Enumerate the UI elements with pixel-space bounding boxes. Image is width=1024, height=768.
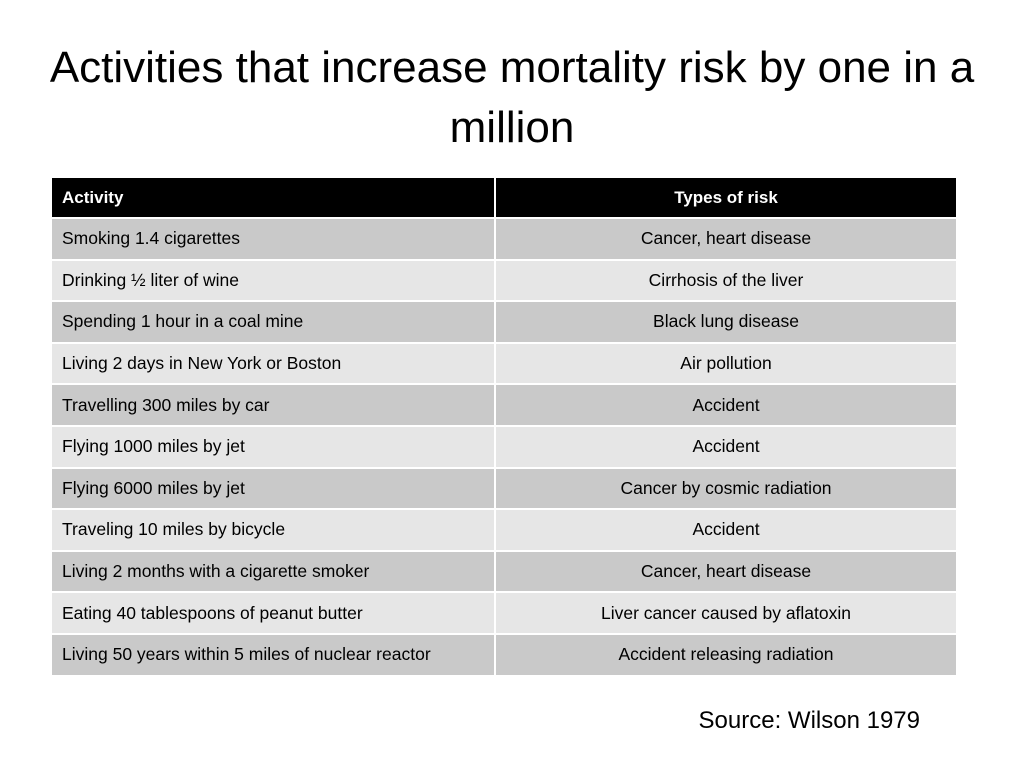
- slide-title: Activities that increase mortality risk …: [49, 43, 975, 152]
- risk-cell: Accident releasing radiation: [495, 633, 956, 677]
- activity-cell: Flying 6000 miles by jet: [52, 467, 496, 511]
- table-row: Travelling 300 miles by car Accident: [52, 384, 956, 427]
- column-header-activity: Activity: [52, 178, 496, 219]
- risk-cell: Cancer, heart disease: [495, 218, 956, 261]
- risk-cell: Cancer by cosmic radiation: [495, 467, 956, 511]
- table-header-row: Activity Types of risk: [52, 178, 956, 219]
- risk-cell: Liver cancer caused by aflatoxin: [495, 592, 956, 635]
- activity-cell: Drinking ½ liter of wine: [52, 259, 496, 303]
- table-row: Flying 1000 miles by jet Accident: [52, 425, 956, 469]
- risk-cell: Accident: [495, 425, 956, 469]
- table-row: Living 2 months with a cigarette smoker …: [52, 550, 956, 594]
- table-row: Living 2 days in New York or Boston Air …: [52, 342, 956, 386]
- risk-cell: Black lung disease: [495, 301, 956, 344]
- activity-cell: Spending 1 hour in a coal mine: [52, 301, 496, 344]
- table-row: Traveling 10 miles by bicycle Accident: [52, 509, 956, 552]
- column-header-types-of-risk: Types of risk: [495, 178, 956, 219]
- activity-cell: Eating 40 tablespoons of peanut butter: [52, 592, 496, 635]
- risk-cell: Cancer, heart disease: [495, 550, 956, 594]
- table-row: Drinking ½ liter of wine Cirrhosis of th…: [52, 259, 956, 303]
- activity-cell: Living 50 years within 5 miles of nuclea…: [52, 633, 496, 677]
- risk-table: Activity Types of risk Smoking 1.4 cigar…: [52, 178, 956, 677]
- table-row: Eating 40 tablespoons of peanut butter L…: [52, 592, 956, 635]
- activity-cell: Smoking 1.4 cigarettes: [52, 218, 496, 261]
- risk-cell: Air pollution: [495, 342, 956, 386]
- table-row: Living 50 years within 5 miles of nuclea…: [52, 633, 956, 677]
- table-row: Spending 1 hour in a coal mine Black lun…: [52, 301, 956, 344]
- activity-cell: Living 2 months with a cigarette smoker: [52, 550, 496, 594]
- risk-cell: Accident: [495, 509, 956, 552]
- table-row: Flying 6000 miles by jet Cancer by cosmi…: [52, 467, 956, 511]
- activity-cell: Flying 1000 miles by jet: [52, 425, 496, 469]
- risk-cell: Accident: [495, 384, 956, 427]
- source-citation: Source: Wilson 1979: [698, 707, 920, 734]
- activity-cell: Traveling 10 miles by bicycle: [52, 509, 496, 552]
- activity-cell: Travelling 300 miles by car: [52, 384, 496, 427]
- table-row: Smoking 1.4 cigarettes Cancer, heart dis…: [52, 218, 956, 261]
- risk-cell: Cirrhosis of the liver: [495, 259, 956, 303]
- activity-cell: Living 2 days in New York or Boston: [52, 342, 496, 386]
